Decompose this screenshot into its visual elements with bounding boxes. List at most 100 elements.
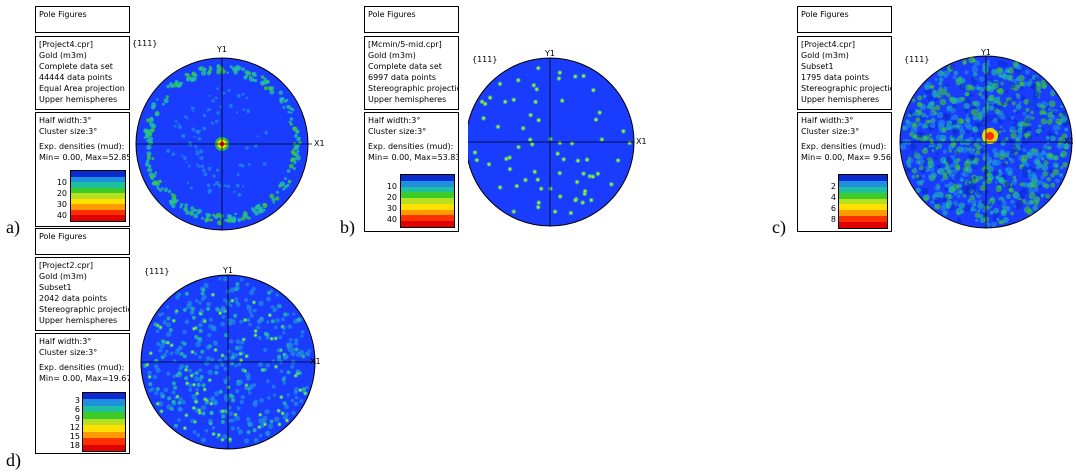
density-spot xyxy=(515,184,519,188)
density-spot xyxy=(156,402,159,405)
halfwidth-b: Half width:3° xyxy=(368,116,421,125)
density-spot xyxy=(155,112,160,117)
density-spot xyxy=(979,147,986,155)
density-spot xyxy=(1015,140,1022,147)
density-spot xyxy=(222,276,228,282)
density-spot xyxy=(272,393,277,397)
density-spot xyxy=(596,172,600,176)
density-spot xyxy=(167,189,172,194)
density-spot xyxy=(176,82,182,88)
density-spot xyxy=(245,96,249,100)
density-spot xyxy=(948,149,952,153)
density-spot xyxy=(221,438,224,441)
density-spot xyxy=(237,429,243,435)
density-spot xyxy=(304,351,309,356)
density-spot xyxy=(190,306,195,311)
density-spot xyxy=(920,179,925,184)
density-spot xyxy=(924,147,928,151)
density-spot xyxy=(282,331,286,335)
density-spot xyxy=(182,341,187,346)
density-spot xyxy=(945,202,952,209)
label-a: a) xyxy=(6,217,20,237)
colorbar-band xyxy=(839,180,887,188)
density-spot xyxy=(972,114,978,121)
density-spot xyxy=(230,287,236,293)
density-spot xyxy=(234,415,240,421)
density-spot xyxy=(987,201,991,205)
density-spot xyxy=(1052,168,1060,176)
density-spot xyxy=(290,398,294,403)
density-spot xyxy=(212,340,219,346)
density-spot xyxy=(570,142,574,145)
density-spot xyxy=(254,74,257,77)
clustersize-d: Cluster size:3° xyxy=(39,348,98,357)
density-spot xyxy=(146,159,150,163)
tick-d-2: 9 xyxy=(74,414,80,423)
density-spot xyxy=(218,389,223,394)
density-spot xyxy=(286,393,290,397)
density-spot xyxy=(185,414,188,417)
density-spot xyxy=(965,91,970,97)
colorbar-a xyxy=(70,170,126,222)
density-spot xyxy=(191,394,197,400)
density-spot xyxy=(194,208,198,212)
info-c-points: 1795 data points xyxy=(801,73,870,82)
density-spot xyxy=(533,170,537,174)
density-spot xyxy=(1028,78,1033,82)
density-spot xyxy=(970,108,978,116)
density-spot xyxy=(996,217,1000,221)
density-spot xyxy=(1002,61,1008,67)
density-spot xyxy=(146,144,152,150)
density-spot xyxy=(952,127,959,134)
density-spot xyxy=(202,168,206,173)
title-a: Pole Figures xyxy=(39,10,87,19)
density-spot xyxy=(248,76,254,82)
density-spot xyxy=(210,402,213,405)
density-spot xyxy=(1052,110,1058,116)
info-c-set: Subset1 xyxy=(801,62,834,71)
density-spot xyxy=(146,154,151,159)
density-spot xyxy=(934,201,939,205)
density-spot xyxy=(263,77,267,81)
density-spot xyxy=(206,306,211,311)
density-spot xyxy=(179,351,184,356)
pole-figure-c: Y1 X1 {111} xyxy=(899,48,1073,229)
density-spot xyxy=(287,346,293,352)
density-spot xyxy=(177,371,182,376)
density-spot xyxy=(194,73,198,78)
density-spot xyxy=(202,113,207,118)
tick-d-3: 12 xyxy=(69,423,80,432)
density-spot xyxy=(968,149,975,155)
density-spot xyxy=(177,406,183,412)
density-spot xyxy=(181,400,186,405)
density-spot xyxy=(1031,76,1036,80)
label-c: c) xyxy=(772,217,786,237)
density-spot xyxy=(911,147,917,153)
density-spot xyxy=(184,73,188,76)
density-spot xyxy=(1013,109,1017,113)
density-spot xyxy=(976,190,981,196)
density-spot xyxy=(247,163,251,166)
density-spot xyxy=(265,430,271,436)
density-spot xyxy=(223,393,230,400)
density-spot xyxy=(294,374,297,377)
density-spot xyxy=(254,78,258,83)
density-spot xyxy=(207,418,213,424)
density-spot xyxy=(936,89,942,95)
density-spot xyxy=(961,172,965,177)
density-spot xyxy=(202,126,207,131)
density-spot xyxy=(536,205,540,209)
density-spot xyxy=(290,364,295,369)
density-spot xyxy=(236,406,241,411)
density-spot xyxy=(210,121,214,125)
label-b: b) xyxy=(340,217,355,237)
density-spot xyxy=(235,183,240,188)
density-spot xyxy=(957,189,963,195)
density-spot xyxy=(928,133,932,137)
density-spot xyxy=(985,105,990,110)
density-spot xyxy=(1046,118,1053,125)
density-spot xyxy=(171,399,176,404)
density-spot xyxy=(274,416,280,422)
info-a-project: [Project4.cpr] xyxy=(39,40,94,49)
density-spot xyxy=(204,429,209,433)
